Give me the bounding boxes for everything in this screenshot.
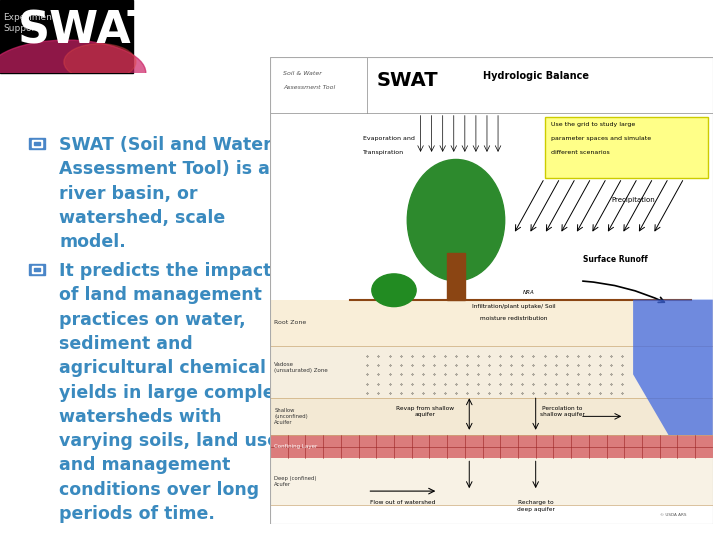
Text: I: I (645, 16, 653, 36)
Bar (270, 397, 713, 435)
Bar (29, 138, 45, 149)
Text: Percolation to
shallow aquifer: Percolation to shallow aquifer (540, 406, 585, 417)
Bar (270, 346, 713, 397)
Bar (270, 435, 713, 458)
Text: river basin, or: river basin, or (59, 185, 197, 202)
Text: Evaporation and: Evaporation and (363, 136, 415, 141)
Text: conditions over long: conditions over long (59, 481, 259, 498)
Text: practices on water,: practices on water, (59, 310, 246, 329)
Text: and management: and management (59, 456, 230, 474)
Bar (32, 266, 42, 273)
Bar (270, 458, 713, 505)
Bar (270, 57, 713, 113)
Bar (32, 140, 42, 147)
Text: SWAT (Soil and Water: SWAT (Soil and Water (59, 136, 271, 154)
Text: different scenarios: different scenarios (552, 150, 610, 155)
Text: Precipitation: Precipitation (611, 197, 655, 203)
Ellipse shape (64, 44, 136, 80)
Text: Flow out of watershed: Flow out of watershed (370, 501, 436, 505)
Text: Root Zone: Root Zone (274, 320, 307, 326)
Text: Shallow
(unconfined)
Acuifer: Shallow (unconfined) Acuifer (274, 408, 308, 424)
Text: Hydrologic Balance: Hydrologic Balance (482, 71, 589, 80)
Text: of land management: of land management (59, 286, 262, 305)
Text: SWAT: SWAT (377, 71, 438, 90)
Text: Confining Layer: Confining Layer (274, 444, 318, 449)
Text: Soil & Water: Soil & Water (283, 71, 322, 76)
Text: Assessment Tool: Assessment Tool (283, 85, 336, 90)
Text: watersheds with: watersheds with (59, 408, 222, 426)
Bar (34, 141, 40, 145)
Text: watershed, scale: watershed, scale (59, 209, 225, 227)
Text: CERN: CERN (601, 16, 639, 30)
Text: T: T (661, 16, 675, 36)
Text: agricultural chemical: agricultural chemical (59, 359, 266, 377)
Text: yields in large complex: yields in large complex (59, 383, 286, 402)
Text: SWAT: SWAT (18, 9, 158, 52)
Text: It predicts the impact: It predicts the impact (59, 262, 271, 280)
Text: Revap from shallow
aquifer: Revap from shallow aquifer (396, 406, 454, 417)
Ellipse shape (372, 274, 416, 307)
Text: periods of time.: periods of time. (59, 505, 215, 523)
Bar (29, 265, 45, 275)
Bar (34, 268, 40, 272)
Ellipse shape (408, 159, 505, 281)
Bar (447, 253, 465, 300)
Text: Recharge to
deep aquifer: Recharge to deep aquifer (517, 501, 554, 511)
Text: Transpiration: Transpiration (363, 150, 404, 155)
Text: moisture redistribution: moisture redistribution (480, 316, 547, 321)
Text: Use the grid to study large: Use the grid to study large (552, 122, 636, 127)
Bar (0, 0, 133, 73)
Text: varying soils, land use: varying soils, land use (59, 432, 279, 450)
Text: sediment and: sediment and (59, 335, 193, 353)
Text: Deep (confined)
Acufer: Deep (confined) Acufer (274, 476, 317, 487)
Text: Surface Runoff: Surface Runoff (583, 255, 648, 264)
Ellipse shape (0, 40, 145, 106)
Text: parameter spaces and simulate: parameter spaces and simulate (552, 136, 652, 141)
FancyBboxPatch shape (544, 117, 708, 178)
Bar (270, 300, 713, 346)
Text: Vadose
(unsaturated) Zone: Vadose (unsaturated) Zone (274, 362, 328, 373)
Text: © USDA ARS: © USDA ARS (660, 513, 686, 517)
Text: Department: Department (624, 60, 708, 74)
Polygon shape (633, 300, 713, 435)
Text: Experiment
Support: Experiment Support (4, 13, 56, 32)
Text: Infiltration/plant uptake/ Soil: Infiltration/plant uptake/ Soil (472, 304, 555, 309)
Text: NRA: NRA (523, 290, 534, 295)
Text: model.: model. (59, 233, 126, 251)
Text: Assessment Tool) is a: Assessment Tool) is a (59, 160, 270, 178)
